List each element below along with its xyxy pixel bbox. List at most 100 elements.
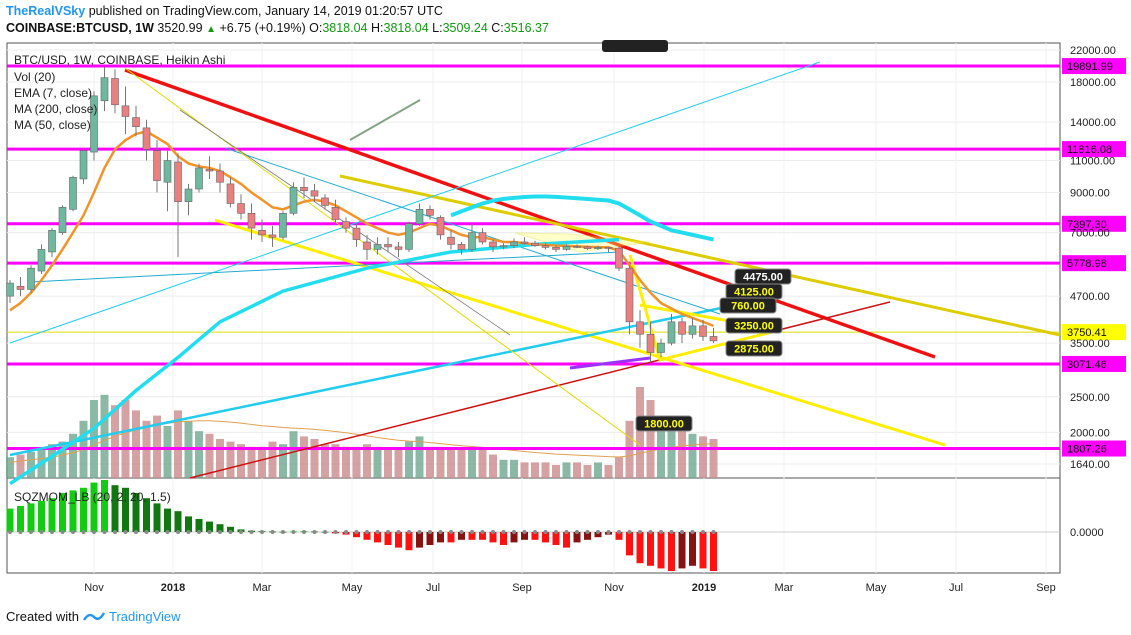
flat-support-line[interactable]	[29, 251, 621, 283]
volume-bar	[594, 462, 602, 478]
volume-bar	[573, 462, 581, 478]
osc-bar	[405, 532, 413, 551]
volume-bar	[163, 426, 172, 478]
candle-body	[468, 232, 476, 250]
candle-body	[331, 207, 340, 220]
osc-dot	[71, 530, 75, 534]
author-name[interactable]: TheRealVSky	[6, 4, 86, 18]
osc-dot	[617, 530, 621, 534]
indicator-label: MA (200, close)	[14, 102, 97, 116]
osc-dot	[365, 530, 369, 534]
level-label: 1807.26	[1067, 444, 1107, 456]
osc-bar	[111, 485, 119, 532]
osc-dot	[470, 530, 474, 534]
tradingview-logo-icon	[82, 611, 105, 621]
candle-body	[489, 241, 497, 248]
candle-body	[205, 169, 214, 172]
candle-body	[447, 236, 455, 245]
fan-line-cyan[interactable]	[9, 61, 821, 344]
price-callouts: 4475.00 4125.00 760.00 3250.00 2875.00 1800.0…	[635, 268, 792, 432]
volume-bar	[331, 444, 340, 478]
candle-body	[436, 217, 445, 236]
publish-header: TheRealVSky published on TradingView.com…	[6, 4, 443, 18]
osc-dot	[60, 530, 65, 534]
volume-bar	[268, 441, 277, 478]
yellow-triangle[interactable]	[628, 254, 781, 362]
tradingview-brand[interactable]: TradingView	[108, 609, 181, 624]
last-price: 3520.99	[157, 21, 203, 35]
candle-body	[216, 170, 224, 183]
volume-bar	[510, 459, 518, 478]
osc-dot	[638, 530, 642, 534]
low-label: L:	[432, 21, 443, 35]
osc-dot	[543, 530, 548, 534]
candle-body	[604, 247, 613, 249]
volume-bar	[384, 449, 392, 478]
osc-bar	[395, 532, 402, 548]
candle-body	[478, 232, 487, 243]
osc-dot	[354, 530, 359, 534]
osc-bar	[132, 493, 140, 532]
volume-bar	[457, 449, 466, 478]
indicator-label: Vol (20)	[14, 70, 55, 84]
open-label: O:	[309, 21, 323, 35]
open-value: 3818.04	[322, 21, 368, 35]
osc-dot	[522, 530, 527, 534]
diagonal-projection-line[interactable]	[124, 67, 641, 446]
osc-dot	[18, 530, 23, 534]
osc-dot	[102, 530, 107, 534]
osc-dot	[480, 530, 485, 534]
volume-bar	[657, 415, 665, 478]
osc-bar	[479, 532, 486, 540]
candle-body	[594, 247, 602, 249]
volume-bar	[709, 439, 718, 478]
candle-body	[573, 246, 581, 248]
x-tick-label: Sep	[512, 582, 532, 594]
callout-box	[725, 340, 783, 357]
osc-dot	[344, 530, 348, 534]
candle-body	[279, 213, 287, 238]
volume-bar	[48, 444, 56, 478]
osc-dot	[260, 530, 264, 534]
candle-body	[625, 267, 634, 323]
osc-dot	[239, 530, 243, 534]
candle-body	[646, 333, 655, 353]
osc-dot	[113, 530, 117, 534]
downtrend-line-red[interactable]	[124, 68, 936, 359]
osc-bar	[689, 532, 696, 566]
osc-bar	[416, 532, 423, 548]
candle-body	[709, 336, 718, 342]
volume-bar	[636, 387, 644, 478]
osc-dot	[407, 530, 411, 534]
osc-bar	[80, 487, 87, 532]
callout-box	[719, 297, 777, 314]
level-label-box	[1062, 440, 1126, 457]
candle-body	[37, 249, 46, 272]
x-tick-label: Sep	[1036, 582, 1056, 594]
volume-bar	[279, 444, 287, 478]
volume-bar	[394, 449, 403, 478]
price-axis[interactable]: 22000.00 18000.00 14000.00 11000.00 9000.00 7…	[1070, 45, 1116, 539]
osc-bar	[500, 532, 507, 545]
osc-dot	[144, 530, 149, 534]
candle-body	[667, 321, 676, 344]
close-label: C:	[491, 21, 504, 35]
candle-body	[688, 325, 697, 335]
volume-bar	[69, 433, 77, 478]
osc-bar	[48, 498, 56, 532]
osc-dot	[291, 530, 296, 534]
level-label: 7397.30	[1067, 219, 1107, 231]
time-axis[interactable]: Nov 2018 Mar May Jul Sep Nov 2019 Mar May Jul Sep	[84, 582, 1056, 594]
osc-dot	[396, 530, 401, 534]
osc-dot	[29, 530, 33, 534]
lower-channel-line[interactable]	[214, 218, 946, 447]
long-trend-line-dark-red[interactable]	[189, 301, 891, 479]
upper-channel-line[interactable]	[339, 174, 1061, 337]
osc-bar	[17, 506, 24, 532]
osc-dot	[701, 530, 705, 534]
callout-box	[635, 415, 693, 432]
support-line-cyan[interactable]	[9, 298, 761, 457]
green-arrow-line	[349, 99, 421, 141]
volume-bar	[237, 444, 245, 478]
